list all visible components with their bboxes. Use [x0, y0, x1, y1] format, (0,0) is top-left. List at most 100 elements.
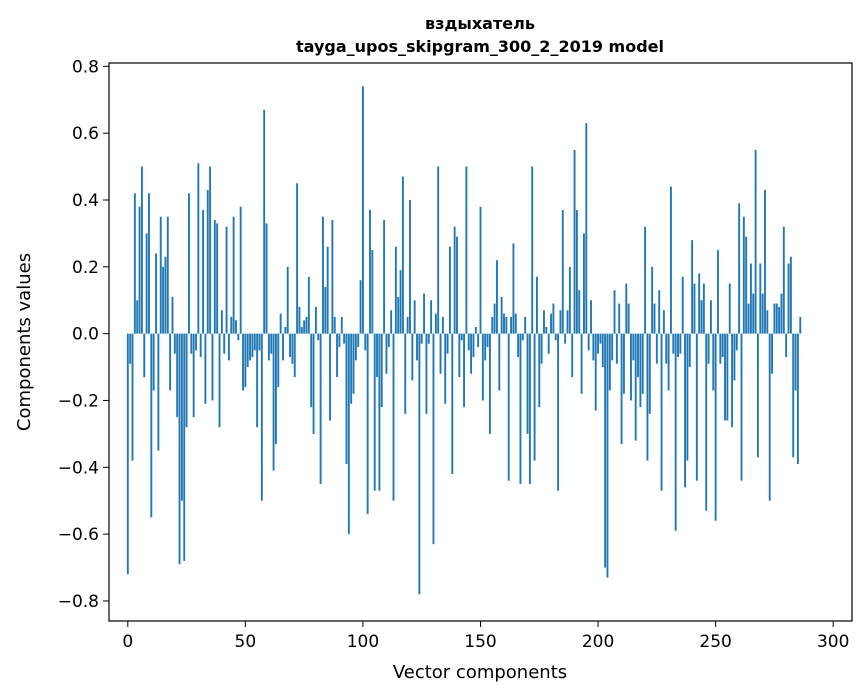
bar-68 [286, 266, 289, 334]
x-tick-label: 300 [817, 632, 849, 652]
bar-83 [322, 216, 324, 334]
bar-194 [583, 233, 585, 334]
bar-71 [293, 333, 296, 378]
bar-286 [799, 316, 802, 334]
bar-101 [364, 333, 367, 351]
bar-176 [540, 333, 543, 364]
bar-140 [456, 236, 458, 334]
bar-160 [503, 313, 505, 334]
bar-49 [242, 333, 244, 391]
y-tick-label: −0.4 [58, 458, 99, 478]
bar-47 [237, 333, 240, 341]
bar-230 [667, 333, 670, 391]
bar-5 [138, 206, 141, 334]
bar-196 [587, 333, 590, 351]
bar-62 [272, 333, 275, 471]
bar-236 [681, 276, 684, 334]
bar-3 [133, 193, 136, 334]
bar-249 [712, 333, 715, 391]
bar-60 [267, 333, 270, 361]
bar-255 [726, 333, 729, 421]
bar-260 [738, 203, 741, 334]
bar-256 [728, 283, 731, 334]
y-tick-label: 0.2 [72, 258, 99, 278]
bar-279 [782, 226, 785, 334]
bar-220 [644, 226, 647, 334]
y-tick-label: 0.0 [72, 325, 99, 345]
bar-11 [152, 333, 155, 391]
x-tick-label: 250 [699, 632, 731, 652]
bar-81 [317, 333, 320, 341]
x-tick-label: 50 [235, 632, 257, 652]
bar-247 [707, 333, 710, 364]
bar-25 [185, 333, 188, 428]
bar-134 [441, 316, 444, 334]
bar-65 [279, 313, 282, 334]
bar-242 [695, 333, 698, 481]
bar-112 [390, 310, 393, 334]
bar-169 [524, 316, 527, 334]
bar-84 [324, 286, 327, 334]
bar-146 [470, 333, 473, 374]
bar-48 [239, 206, 242, 334]
y-tick-label: −0.8 [58, 592, 99, 612]
bar-212 [625, 283, 628, 334]
bar-149 [477, 333, 480, 348]
bar-231 [670, 186, 672, 334]
bar-90 [338, 333, 341, 348]
bar-27 [190, 333, 193, 354]
bar-135 [444, 333, 447, 404]
bar-223 [651, 266, 654, 334]
bar-132 [437, 166, 440, 334]
bar-104 [371, 250, 374, 334]
bar-61 [270, 333, 273, 354]
bar-17 [166, 216, 169, 334]
bar-133 [439, 333, 442, 374]
bar-232 [672, 333, 675, 354]
bar-162 [507, 333, 510, 481]
bar-187 [566, 310, 569, 334]
bar-217 [637, 333, 639, 378]
bar-253 [721, 333, 724, 358]
bar-166 [517, 333, 520, 358]
bar-229 [665, 333, 668, 364]
bar-107 [378, 333, 381, 491]
bar-156 [493, 303, 496, 334]
bar-252 [719, 333, 722, 364]
bar-80 [314, 306, 317, 334]
bar-82 [319, 333, 322, 485]
bar-190 [573, 149, 576, 334]
bar-182 [554, 333, 557, 341]
bar-228 [662, 310, 665, 334]
bar-204 [606, 333, 609, 578]
bar-164 [512, 243, 515, 334]
bar-41 [223, 333, 226, 354]
bar-54 [253, 333, 256, 351]
bar-225 [655, 333, 658, 364]
bar-267 [754, 149, 757, 334]
bar-197 [590, 300, 592, 334]
bar-163 [510, 316, 513, 334]
bar-151 [481, 333, 484, 401]
bar-276 [775, 303, 778, 334]
bar-46 [235, 320, 237, 334]
bar-150 [479, 206, 482, 334]
bar-126 [423, 293, 426, 334]
bar-51 [246, 333, 249, 368]
bar-72 [296, 183, 299, 334]
bar-172 [531, 166, 534, 334]
bar-21 [176, 333, 179, 418]
bar-123 [416, 333, 418, 361]
bar-234 [677, 333, 679, 358]
bar-73 [298, 306, 301, 334]
bar-9 [148, 193, 150, 334]
bar-96 [352, 333, 355, 394]
bar-216 [634, 333, 637, 441]
bar-92 [343, 333, 346, 344]
bar-57 [260, 333, 263, 501]
bar-208 [615, 333, 618, 364]
bar-158 [498, 333, 501, 391]
bar-74 [300, 326, 303, 334]
bar-2 [131, 333, 134, 461]
